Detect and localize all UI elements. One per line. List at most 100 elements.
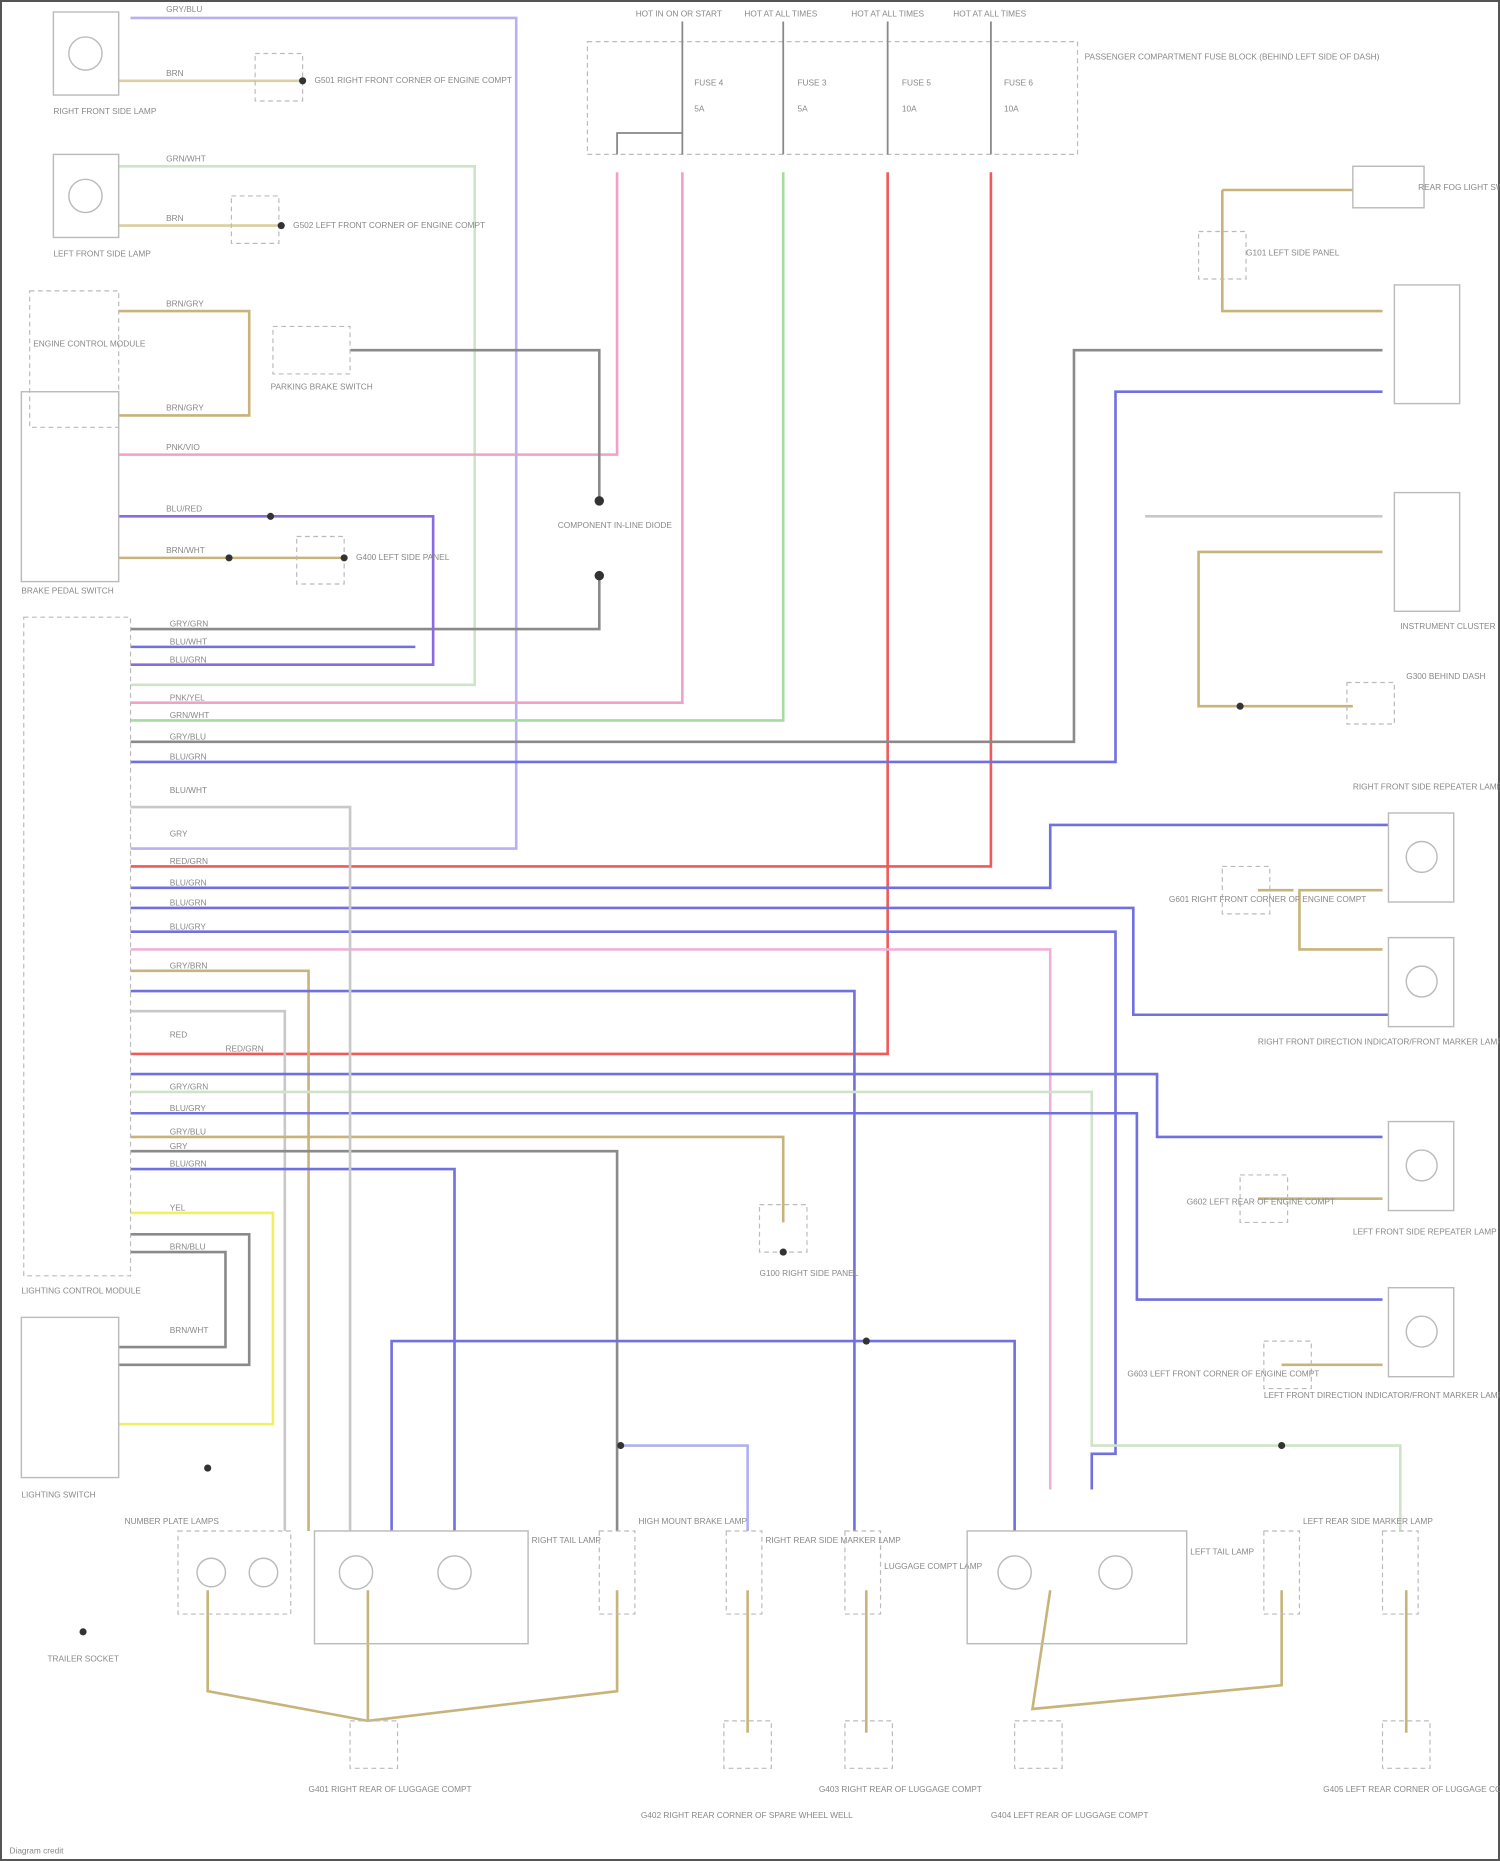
right-tail-lamp: RIGHT TAIL LAMP (313, 1530, 601, 1645)
wire-label: BLU/WHT (170, 785, 207, 795)
wire-label: GRY/BLU (166, 4, 202, 14)
label: PARKING BRAKE SWITCH (271, 381, 373, 391)
wire-lightgrey (130, 1009, 287, 1531)
label: LEFT FRONT DIRECTION INDICATOR/FRONT MAR… (1264, 1390, 1500, 1400)
wire-label: BLU/GRN (170, 654, 207, 664)
label: G502 LEFT FRONT CORNER OF ENGINE COMPT (293, 220, 485, 230)
ground-g100: G100 RIGHT SIDE PANEL (758, 1204, 859, 1278)
wire-label: BRN/BLU (170, 1242, 206, 1252)
left-tail-lamp: LEFT TAIL LAMP (966, 1530, 1255, 1645)
label: G602 LEFT REAR OF ENGINE COMPT (1187, 1197, 1335, 1207)
engine-control-module: ENGINE CONTROL MODULE (29, 290, 146, 428)
wires (118, 16, 1408, 1733)
label: LEFT FRONT SIDE LAMP (53, 248, 151, 258)
wire-label: GRN/WHT (166, 154, 206, 164)
wire-label: BRN (166, 213, 184, 223)
left-front-side-lamp: LEFT FRONT SIDE LAMP (52, 153, 151, 258)
wire-green (130, 172, 785, 722)
parking-brake-switch: PARKING BRAKE SWITCH (271, 325, 373, 391)
wire-tan (1221, 189, 1383, 313)
label: NUMBER PLATE LAMPS (125, 1516, 220, 1526)
wire-blue (390, 1339, 1016, 1531)
label: G101 LEFT SIDE PANEL (1246, 247, 1340, 257)
label: G405 LEFT REAR CORNER OF LUGGAGE COMPT (1323, 1784, 1500, 1794)
wire-pink (130, 948, 1052, 1490)
wire-label: GRY/GRN (170, 1082, 209, 1092)
wire-tan (1298, 888, 1383, 951)
wire-label: GRY (170, 829, 188, 839)
label: G402 RIGHT REAR CORNER OF SPARE WHEEL WE… (641, 1810, 853, 1820)
wire-label: BLU/GRY (170, 921, 207, 931)
feed-label: HOT AT ALL TIMES (851, 9, 924, 19)
label: G404 LEFT REAR OF LUGGAGE COMPT (991, 1810, 1149, 1820)
wire-label: BLU/GRN (170, 898, 207, 908)
right-front-side-lamp: RIGHT FRONT SIDE LAMP (52, 11, 157, 116)
wire-tan (206, 1590, 619, 1723)
wire-purple (130, 16, 518, 850)
wire-yellow (118, 1211, 275, 1426)
wire-blue (130, 1072, 1383, 1139)
wire-grey (130, 575, 601, 631)
fuse-rating: 10A (902, 104, 917, 114)
lf-turn-lamp: LEFT FRONT DIRECTION INDICATOR/FRONT MAR… (1264, 1286, 1500, 1400)
wire-label: BLU/RED (166, 504, 202, 514)
components: RIGHT FRONT SIDE LAMP LEFT FRONT SIDE LA… (20, 11, 1500, 1820)
wire-label: BRN/WHT (170, 1325, 209, 1335)
label: COMPONENT IN-LINE DIODE (558, 520, 673, 530)
number-plate-lamps: NUMBER PLATE LAMPS (125, 1516, 292, 1615)
wire-tan (130, 969, 310, 1531)
label: G300 BEHIND DASH (1406, 671, 1485, 681)
in-line-diode: COMPONENT IN-LINE DIODE (558, 496, 673, 581)
wire-lightgreen (130, 1090, 1402, 1531)
wire-red (130, 172, 889, 1056)
wire-label: BRN/GRY (166, 298, 204, 308)
feed-label: HOT AT ALL TIMES (744, 9, 817, 19)
wire-label: BRN/GRY (166, 403, 204, 413)
label: RIGHT FRONT SIDE REPEATER LAMP (1353, 781, 1500, 791)
wire-pink (118, 172, 619, 456)
wire-blue (130, 930, 1117, 1490)
ground-g603: G603 LEFT FRONT CORNER OF ENGINE COMPT (1127, 1340, 1319, 1390)
wire-label: GRY/BLU (170, 1127, 206, 1137)
luggage-compt-lamp: LUGGAGE COMPT LAMP (844, 1530, 983, 1615)
ground-g502: G502 LEFT FRONT CORNER OF ENGINE COMPT (230, 195, 485, 244)
ground-g405: G405 LEFT REAR CORNER OF LUGGAGE COMPT (1323, 1720, 1500, 1794)
lighting-control-module: LIGHTING CONTROL MODULE (21, 616, 141, 1296)
label: G603 LEFT FRONT CORNER OF ENGINE COMPT (1127, 1369, 1319, 1379)
wire-blue (130, 989, 856, 1531)
fuse-label: FUSE 4 (694, 78, 723, 88)
label: LIGHTING CONTROL MODULE (21, 1286, 141, 1296)
ground-g501: G501 RIGHT FRONT CORNER OF ENGINE COMPT (254, 52, 512, 102)
ground-g404: G404 LEFT REAR OF LUGGAGE COMPT (991, 1720, 1149, 1820)
label: INSTRUMENT CLUSTER (1400, 621, 1495, 631)
wire-label: BLU/GRN (170, 877, 207, 887)
ground-g300: G300 BEHIND DASH (1346, 671, 1486, 725)
wire-grey (130, 348, 1383, 744)
wire-blue (130, 1111, 1383, 1301)
wire-red (130, 172, 993, 868)
wire-blue (130, 906, 1389, 1017)
wire-blue (130, 823, 1389, 890)
ground-g400: G400 LEFT SIDE PANEL (296, 535, 450, 585)
feed-label: HOT IN ON OR START (636, 9, 722, 19)
wire-grey (118, 1232, 251, 1367)
rr-side-marker-lamp: RIGHT REAR SIDE MARKER LAMP (725, 1530, 901, 1615)
wire-label: RED/GRN (170, 856, 208, 866)
wire-label: BLU/GRY (170, 1103, 207, 1113)
label: TRAILER SOCKET (47, 1654, 118, 1664)
feed-label: HOT AT ALL TIMES (953, 9, 1026, 19)
label: ENGINE CONTROL MODULE (33, 339, 146, 349)
label: RIGHT REAR SIDE MARKER LAMP (765, 1535, 901, 1545)
ground-g403: G403 RIGHT REAR OF LUGGAGE COMPT (819, 1720, 982, 1794)
fuse-label: FUSE 5 (902, 78, 931, 88)
label: G400 LEFT SIDE PANEL (356, 552, 450, 562)
ground-g602: G602 LEFT REAR OF ENGINE COMPT (1187, 1174, 1335, 1224)
label: G100 RIGHT SIDE PANEL (759, 1268, 858, 1278)
wire-tan (1030, 1590, 1283, 1711)
wire-grey (130, 1149, 619, 1531)
fuse-block: HOT IN ON OR START HOT AT ALL TIMES HOT … (586, 9, 1380, 155)
lf-repeater-lamp: LEFT FRONT SIDE REPEATER LAMP (1353, 1120, 1497, 1236)
wire-blue (130, 390, 1383, 764)
